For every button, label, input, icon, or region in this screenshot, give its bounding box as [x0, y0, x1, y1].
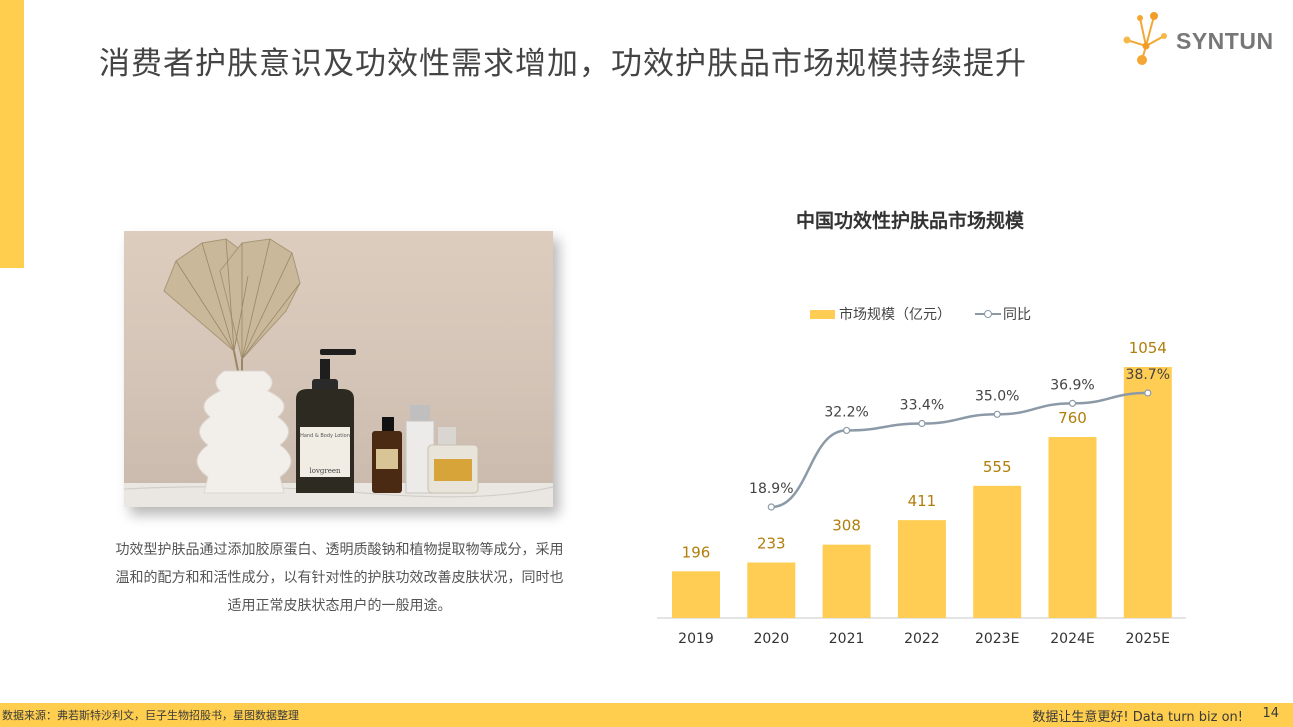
footer-bar: 数据来源：弗若斯特沙利文，巨子生物招股书，星图数据整理 数据让生意更好! Dat… — [0, 703, 1293, 727]
product-photo: Hand & Body Lotion lovgreen — [124, 231, 553, 507]
growth-point — [1144, 389, 1152, 397]
growth-line — [771, 391, 1148, 509]
logo-text: SYNTUN — [1176, 28, 1274, 54]
bar-value-label: 555 — [983, 458, 1012, 476]
svg-text:lovgreen: lovgreen — [309, 467, 341, 475]
bar-value-label: 196 — [682, 543, 711, 561]
legend-bar-label: 市场规模（亿元） — [839, 307, 951, 323]
legend-bar-swatch — [810, 309, 835, 319]
bar — [747, 562, 796, 618]
left-accent-bar — [0, 0, 24, 268]
chart-title: 中国功效性护肤品市场规模 — [795, 210, 1024, 232]
growth-value-label: 38.7% — [1126, 367, 1170, 383]
chart-legend: 市场规模（亿元） 同比 — [810, 304, 1031, 324]
bar — [672, 571, 720, 618]
bar — [822, 544, 871, 618]
page-number: 14 — [1262, 706, 1279, 721]
x-tick-label: 2020 — [753, 631, 789, 647]
bar — [1123, 367, 1172, 618]
x-tick-label: 2019 — [678, 631, 714, 647]
growth-point — [842, 426, 851, 435]
growth-value-label: 33.4% — [900, 398, 944, 414]
bar-value-label: 760 — [1058, 409, 1087, 427]
page-title: 消费者护肤意识及功效性需求增加，功效护肤品市场规模持续提升 — [99, 46, 1027, 82]
bar — [973, 485, 1022, 618]
growth-point — [1068, 399, 1077, 407]
legend-line-label: 同比 — [1003, 307, 1031, 323]
syntun-logo: SYNTUN — [1120, 10, 1285, 68]
logo-network-icon — [1123, 12, 1167, 65]
svg-text:Hand & Body Lotion: Hand & Body Lotion — [300, 433, 350, 439]
x-tick-label: 2021 — [829, 631, 865, 647]
bar — [897, 520, 946, 618]
bar-value-label: 1054 — [1129, 339, 1167, 357]
footer-slogan: 数据让生意更好! Data turn biz on! — [1032, 710, 1243, 725]
growth-value-label: 36.9% — [1050, 377, 1094, 393]
growth-point — [767, 503, 775, 511]
x-tick-label: 2024E — [1050, 631, 1094, 647]
growth-value-label: 32.2% — [824, 404, 868, 420]
bar-value-label: 233 — [757, 535, 786, 553]
growth-value-label: 18.9% — [749, 481, 793, 497]
bar-value-label: 308 — [832, 517, 861, 535]
x-tick-label: 2025E — [1126, 631, 1170, 647]
x-tick-label: 2022 — [904, 631, 940, 647]
bar-value-label: 411 — [908, 492, 937, 510]
description-text: 功效型护肤品通过添加胶原蛋白、透明质酸钠和植物提取物等成分，采用温和的配方和和活… — [115, 542, 564, 614]
bar — [1048, 437, 1097, 618]
growth-point — [993, 410, 1001, 418]
legend-line-swatch — [975, 308, 1001, 320]
data-source: 数据来源：弗若斯特沙利文，巨子生物招股书，星图数据整理 — [2, 709, 299, 722]
growth-value-label: 35.0% — [975, 388, 1019, 404]
x-tick-label: 2023E — [975, 631, 1019, 647]
growth-point — [918, 419, 926, 428]
